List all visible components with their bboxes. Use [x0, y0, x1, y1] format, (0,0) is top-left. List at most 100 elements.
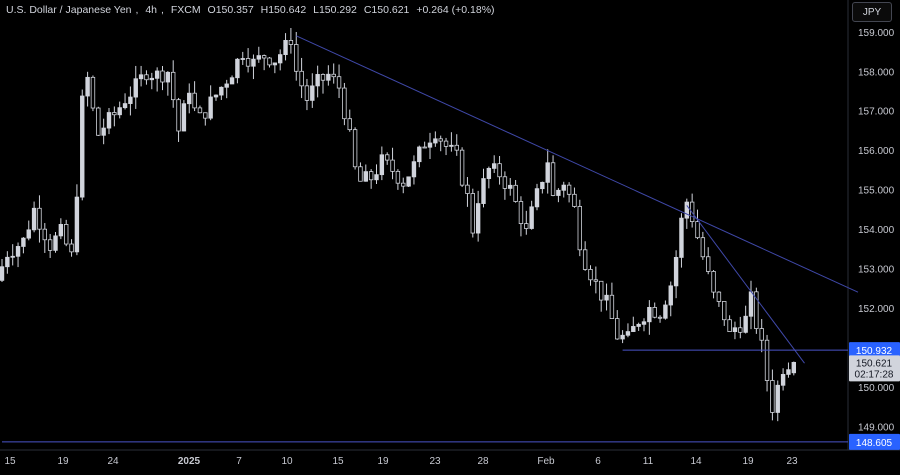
- level-price-label: 148.605: [856, 438, 893, 449]
- y-tick-label: 149.000: [858, 422, 895, 433]
- candle-body: [326, 73, 331, 81]
- candle-body: [775, 384, 780, 413]
- close-value: 150.621: [371, 4, 410, 16]
- symbol-name[interactable]: U.S. Dollar / Japanese Yen: [6, 4, 132, 16]
- close-label: C: [363, 4, 372, 16]
- candle-body: [679, 217, 684, 258]
- candle-body: [154, 70, 160, 79]
- candle-body: [133, 78, 138, 98]
- x-tick-label: 14: [690, 456, 702, 467]
- candle-body: [459, 149, 465, 186]
- candle-body: [770, 380, 775, 413]
- x-tick-label: 24: [107, 456, 119, 467]
- candle-body: [203, 112, 208, 119]
- candle-body: [427, 142, 433, 148]
- trendline[interactable]: [686, 205, 805, 364]
- ohlc-close: C150.621: [364, 4, 410, 16]
- candle-body: [42, 228, 47, 241]
- candle-body: [342, 87, 347, 120]
- candle-body: [711, 271, 716, 293]
- candle-body: [310, 85, 315, 101]
- candle-body: [604, 294, 609, 301]
- candle-body: [706, 256, 711, 272]
- candle-body: [320, 74, 326, 81]
- ohlc-low: L150.292: [313, 4, 357, 16]
- y-tick-label: 154.000: [858, 225, 895, 236]
- candle-body: [96, 107, 101, 136]
- candle-body: [245, 58, 251, 67]
- candle-body: [748, 291, 754, 317]
- interval-label[interactable]: 4h: [145, 4, 158, 16]
- candle-body: [101, 127, 106, 136]
- candle-body: [641, 321, 647, 325]
- candle-body: [106, 112, 112, 129]
- candle-body: [160, 70, 165, 83]
- candle-body: [74, 196, 80, 253]
- candle-body: [224, 83, 229, 88]
- candle-body: [251, 58, 256, 67]
- x-tick-label: 23: [786, 456, 798, 467]
- candle-body: [759, 328, 764, 341]
- open-value: 150.357: [215, 4, 254, 16]
- candle-body: [149, 77, 154, 81]
- candle-body: [272, 62, 278, 66]
- high-value: 150.642: [268, 4, 307, 16]
- candle-body: [438, 138, 443, 142]
- candle-body: [363, 171, 368, 182]
- candle-body: [165, 71, 171, 83]
- x-tick-label: 15: [332, 456, 344, 467]
- candle-body: [128, 96, 133, 104]
- candle-body: [411, 161, 417, 178]
- candle-body: [213, 94, 219, 98]
- candle-body: [0, 266, 5, 281]
- candle-body: [449, 144, 454, 147]
- candle-body: [267, 57, 272, 66]
- x-tick-label: 6: [595, 456, 601, 467]
- x-tick-label: 28: [477, 456, 489, 467]
- candle-body: [599, 280, 604, 301]
- candle-body: [256, 55, 261, 60]
- candle-body: [727, 319, 732, 333]
- candle-body: [401, 182, 406, 187]
- candle-body: [283, 40, 288, 56]
- candle-body: [288, 40, 294, 45]
- y-tick-label: 156.000: [858, 146, 895, 157]
- candle-body: [754, 291, 759, 329]
- candle-body: [556, 189, 561, 196]
- x-tick-label: 15: [4, 456, 16, 467]
- x-tick-label: 7: [236, 456, 242, 467]
- ohlc-high: H150.642: [261, 4, 307, 16]
- candle-body: [58, 224, 64, 237]
- candle-body: [497, 163, 502, 178]
- candle-body: [304, 85, 310, 101]
- candle-body: [786, 369, 791, 375]
- y-tick-label: 150.000: [858, 383, 895, 394]
- candle-body: [631, 326, 636, 332]
- currency-button[interactable]: JPY: [852, 2, 892, 22]
- y-tick-label: 155.000: [858, 186, 895, 197]
- candle-body: [112, 112, 117, 116]
- candle-body: [722, 301, 727, 321]
- level-price-badge: [849, 433, 900, 450]
- x-tick-label: 19: [377, 456, 389, 467]
- candle-body: [647, 307, 652, 323]
- candle-body: [561, 184, 566, 191]
- candle-body: [454, 144, 459, 151]
- y-tick-label: 157.000: [858, 107, 895, 118]
- candle-body: [700, 237, 706, 258]
- candle-body: [475, 203, 481, 234]
- candle-body: [352, 129, 358, 168]
- candle-body: [384, 154, 390, 161]
- candle-body: [5, 256, 10, 268]
- trendline[interactable]: [296, 35, 859, 293]
- candle-body: [582, 249, 588, 270]
- candle-body: [684, 201, 689, 219]
- source-label: FXCM: [170, 4, 201, 16]
- candle-body: [144, 74, 149, 81]
- candle-body: [470, 193, 475, 234]
- candle-body: [743, 315, 748, 333]
- candle-body: [764, 339, 770, 381]
